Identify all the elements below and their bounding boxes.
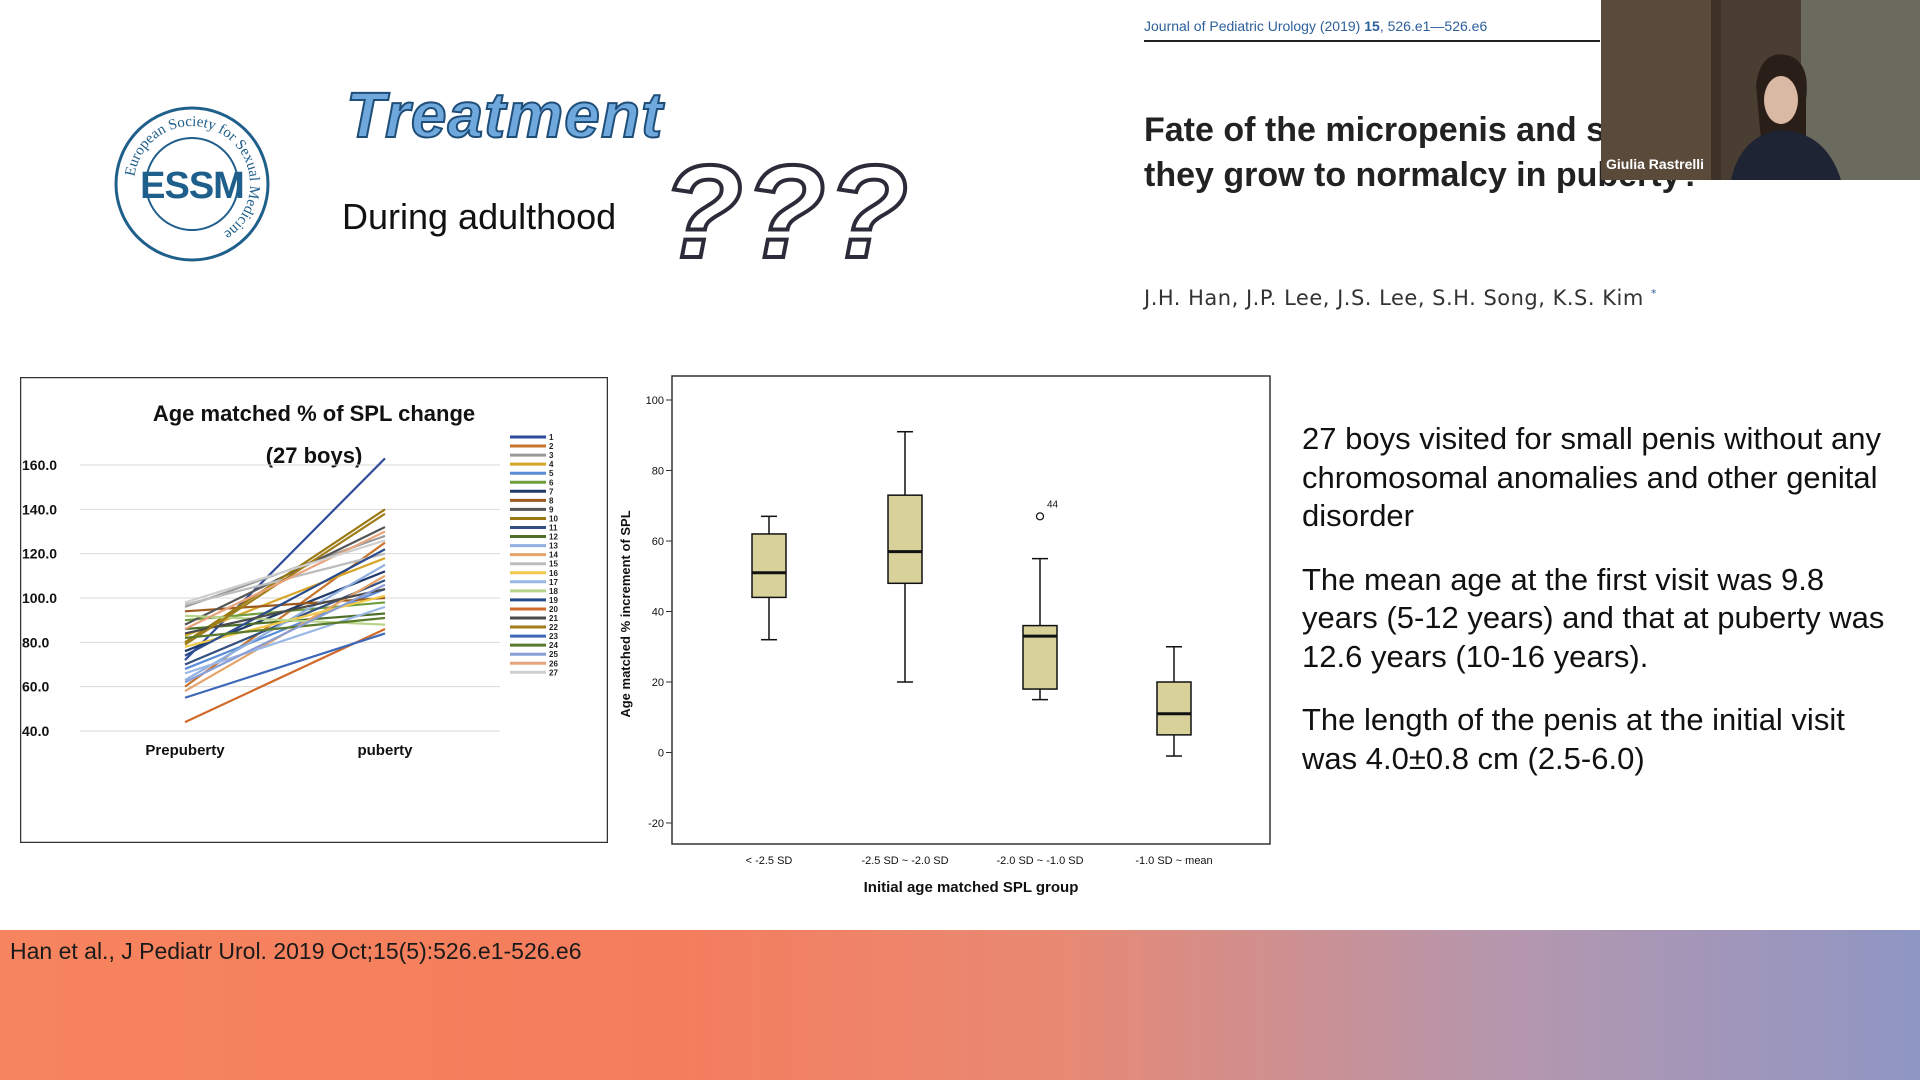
- chart2-x-tick: -1.0 SD ~ mean: [1135, 855, 1212, 867]
- chart2-x-label: Initial age matched SPL group: [864, 879, 1079, 896]
- chart1-title: Age matched % of SPL change: [153, 401, 475, 426]
- journal-volume: 15: [1364, 18, 1380, 34]
- chart1-legend-label: 1: [549, 433, 554, 442]
- chart2-y-tick: -20: [648, 818, 664, 830]
- chart1-y-tick: 160.0: [22, 457, 57, 473]
- chart2-x-tick: -2.0 SD ~ -1.0 SD: [996, 855, 1083, 867]
- essm-logo: European Society for Sexual Medicine ESS…: [114, 106, 270, 262]
- chart2-y-tick: 100: [646, 395, 664, 407]
- chart2-y-tick: 40: [652, 607, 664, 619]
- chart1-y-tick: 140.0: [22, 501, 57, 517]
- journal-pages: , 526.e1—526.e6: [1379, 18, 1488, 34]
- chart1-series-line: [184, 548, 386, 657]
- summary-text: 27 boys visited for small penis without …: [1302, 420, 1892, 803]
- chart1-subtitle: (27 boys): [266, 443, 363, 468]
- chart1-legend-label: 8: [549, 496, 554, 505]
- chart1-series-line: [184, 614, 386, 626]
- authors-mark: *: [1651, 287, 1657, 300]
- chart1-series-line: [184, 508, 386, 644]
- spl-change-line-chart: Age matched % of SPL change (27 boys) 16…: [20, 377, 608, 843]
- question-marks: ???: [660, 138, 910, 285]
- chart1-x-tick: puberty: [357, 742, 413, 759]
- chart1-y-tick: 40.0: [22, 723, 49, 739]
- chart1-y-tick: 80.0: [22, 634, 49, 650]
- participant-shirt: [1731, 130, 1841, 180]
- chart2-frame: [671, 375, 1271, 845]
- chart1-legend-label: 4: [549, 460, 554, 469]
- chart1-legend-label: 19: [549, 596, 558, 605]
- participant-video-frame: [1601, 0, 1920, 180]
- chart2-y-tick: 60: [652, 536, 664, 548]
- journal-divider: [1144, 40, 1600, 42]
- chart1-legend-label: 20: [549, 605, 558, 614]
- chart2-y-tick: 0: [658, 748, 664, 760]
- chart1-legend-label: 9: [549, 505, 554, 514]
- slide-subheading: During adulthood: [342, 196, 617, 237]
- authors-list: J.H. Han, J.P. Lee, J.S. Lee, S.H. Song,…: [1144, 286, 1644, 310]
- footer-band: [0, 930, 1920, 1080]
- chart1-legend-label: 10: [549, 514, 558, 523]
- chart2-box: [887, 494, 923, 585]
- chart2-x-tick: -2.5 SD ~ -2.0 SD: [861, 855, 948, 867]
- chart2-box: [751, 533, 787, 599]
- chart1-y-tick: 60.0: [22, 679, 49, 695]
- chart1-legend-label: 25: [549, 650, 558, 659]
- chart1-legend-label: 24: [549, 641, 558, 650]
- chart1-legend-label: 27: [549, 668, 558, 677]
- chart1-legend-label: 26: [549, 659, 558, 668]
- journal-name: Journal of Pediatric Urology (2019): [1144, 18, 1365, 34]
- chart1-legend-label: 13: [549, 542, 558, 551]
- summary-point: The mean age at the first visit was 9.8 …: [1302, 561, 1885, 674]
- slide-heading: Treatment: [345, 78, 664, 152]
- chart1-y-tick: 100.0: [22, 590, 57, 606]
- chart1-series-line: [184, 530, 386, 631]
- chart2-y-tick: 80: [652, 466, 664, 478]
- spl-increment-box-plot: 100 80 60 40 20 0 -20 < -2.5 SD -2.5 SD ~ -2.0 S…: [618, 375, 1271, 896]
- chart1-legend-label: 2: [549, 442, 554, 451]
- journal-citation: Journal of Pediatric Urology (2019) 15, …: [1144, 18, 1487, 34]
- participant-name: Giulia Rastrelli: [1606, 156, 1705, 172]
- participant-video[interactable]: [1601, 0, 1920, 180]
- chart2-box: [1156, 681, 1192, 736]
- chart1-series-line: [184, 539, 386, 604]
- summary-point: The length of the penis at the initial v…: [1302, 702, 1845, 776]
- article-authors: J.H. Han, J.P. Lee, J.S. Lee, S.H. Song,…: [1144, 286, 1657, 310]
- chart1-legend-label: 15: [549, 560, 558, 569]
- chart1-y-tick: 120.0: [22, 546, 57, 562]
- chart1-legend-label: 17: [549, 578, 558, 587]
- chart2-x-tick: < -2.5 SD: [746, 855, 793, 867]
- summary-point: 27 boys visited for small penis without …: [1302, 421, 1881, 533]
- chart1-series-line: [184, 588, 386, 635]
- logo-acronym: ESSM: [140, 165, 244, 207]
- chart1-legend-label: 18: [549, 587, 558, 596]
- chart1-legend-label: 6: [549, 478, 554, 487]
- chart1-legend-label: 22: [549, 623, 558, 632]
- chart1-series-line: [184, 632, 386, 699]
- chart1-legend-label: 16: [549, 569, 558, 578]
- chart1-series-line: [184, 583, 386, 684]
- chart1-series-line: [184, 616, 386, 639]
- chart2-outlier: [1035, 512, 1045, 521]
- chart1-legend-label: 14: [549, 551, 558, 560]
- chart1-legend-label: 5: [549, 469, 554, 478]
- chart1-series-line: [184, 588, 386, 670]
- chart1-x-tick: Prepuberty: [145, 742, 225, 759]
- chart2-outlier-label: 44: [1047, 499, 1059, 510]
- chart1-legend-label: 7: [549, 487, 554, 496]
- chart1-legend-label: 3: [549, 451, 554, 460]
- chart2-y-label: Age matched % increment of SPL: [618, 510, 633, 717]
- chart1-legend-label: 21: [549, 614, 558, 623]
- chart1-series-line: [184, 605, 386, 675]
- chart1-legend-label: 23: [549, 632, 558, 641]
- chart2-y-tick: 20: [652, 677, 664, 689]
- chart1-legend-label: 12: [549, 533, 558, 542]
- footer-citation: Han et al., J Pediatr Urol. 2019 Oct;15(…: [10, 938, 582, 964]
- chart1-legend-label: 11: [549, 524, 558, 533]
